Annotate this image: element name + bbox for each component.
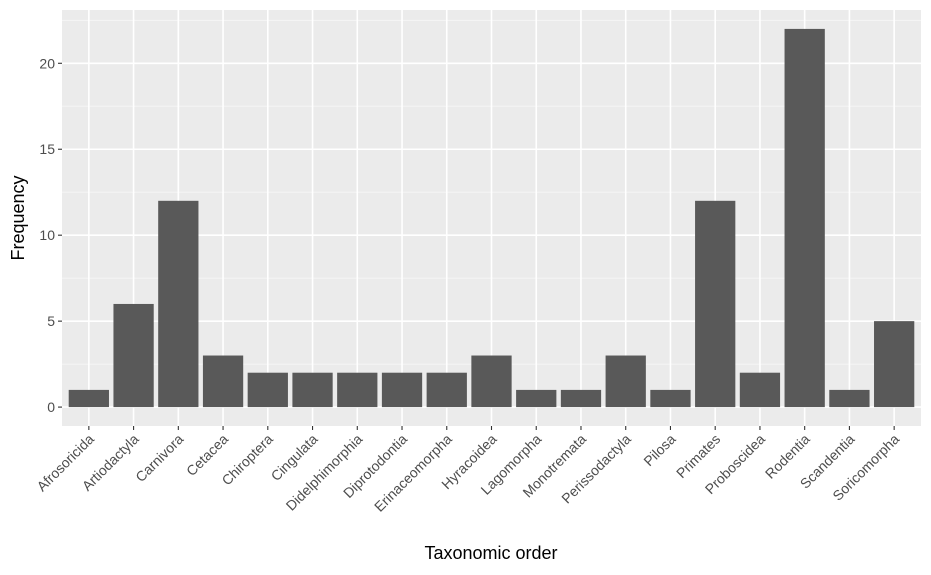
bar-hyracoidea bbox=[471, 355, 512, 408]
bar-cetacea bbox=[202, 355, 244, 408]
x-tick-label: Pilosa bbox=[640, 431, 678, 469]
bar-artiodactyla bbox=[113, 303, 154, 408]
bar-erinaceomorpha bbox=[426, 372, 467, 408]
bar-pilosa bbox=[650, 389, 691, 408]
bar-didelphimorphia bbox=[337, 372, 378, 408]
bar-proboscidea bbox=[739, 372, 781, 408]
y-tick-label: 0 bbox=[47, 399, 55, 415]
bar-primates bbox=[695, 200, 736, 408]
bar-monotremata bbox=[560, 389, 602, 408]
bar-cingulata bbox=[292, 372, 333, 408]
y-tick-label: 15 bbox=[39, 141, 55, 157]
bar-afrosoricida bbox=[68, 389, 109, 408]
x-axis: AfrosoricidaArtiodactylaCarnivoraCetacea… bbox=[33, 426, 902, 515]
bar-lagomorpha bbox=[516, 389, 557, 408]
bar-diprotodontia bbox=[381, 372, 423, 408]
bar-soricomorpha bbox=[874, 321, 915, 408]
x-tick-label: Erinaceomorpha bbox=[371, 431, 455, 515]
y-tick-label: 20 bbox=[39, 55, 55, 71]
bar-scandentia bbox=[829, 389, 870, 408]
bar-carnivora bbox=[158, 200, 199, 408]
x-tick-label: Carnivora bbox=[132, 431, 186, 485]
x-axis-title: Taxonomic order bbox=[424, 543, 557, 563]
y-tick-label: 5 bbox=[47, 313, 55, 329]
y-axis-title: Frequency bbox=[8, 175, 28, 260]
bar-perissodactyla bbox=[605, 355, 646, 408]
y-axis: 0 5 10 15 20 bbox=[39, 55, 62, 415]
bar-chiroptera bbox=[247, 372, 288, 408]
bar-rodentia bbox=[784, 28, 825, 408]
x-tick-label: Didelphimorphia bbox=[283, 431, 366, 514]
bars bbox=[68, 28, 915, 408]
y-tick-label: 10 bbox=[39, 227, 55, 243]
